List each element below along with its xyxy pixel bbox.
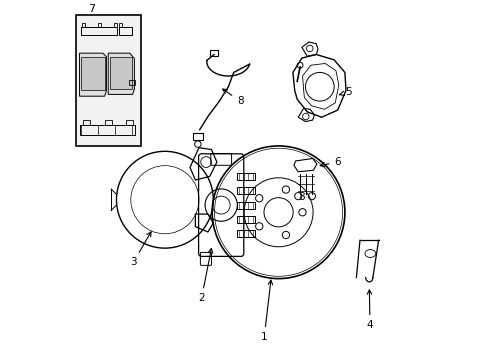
Bar [237,173,254,180]
Bar [237,187,254,194]
Text: 8: 8 [222,89,243,106]
Text: 2: 2 [198,248,212,303]
Bar [104,120,112,125]
Bar [83,120,90,125]
Bar [209,50,218,55]
Text: 8: 8 [298,192,305,202]
Bar [126,120,133,125]
Text: 3: 3 [130,232,151,267]
Polygon shape [108,53,134,94]
Text: 5: 5 [339,87,351,97]
Bar [76,15,140,146]
Text: 1: 1 [261,280,272,342]
Bar [129,80,135,85]
Bar [80,125,135,135]
Bar [76,15,140,146]
Text: 7: 7 [88,4,96,14]
Bar [237,230,254,237]
Bar [237,216,254,223]
Text: 6: 6 [320,157,340,167]
Bar [98,23,101,27]
Bar [110,58,131,89]
Bar [237,202,254,209]
Bar [114,23,117,27]
Bar [81,23,84,27]
Bar [81,58,104,90]
Bar [81,27,117,35]
Text: 4: 4 [366,290,372,330]
Polygon shape [80,53,106,96]
Bar [119,23,122,27]
Bar [192,133,203,140]
Bar [119,27,131,35]
